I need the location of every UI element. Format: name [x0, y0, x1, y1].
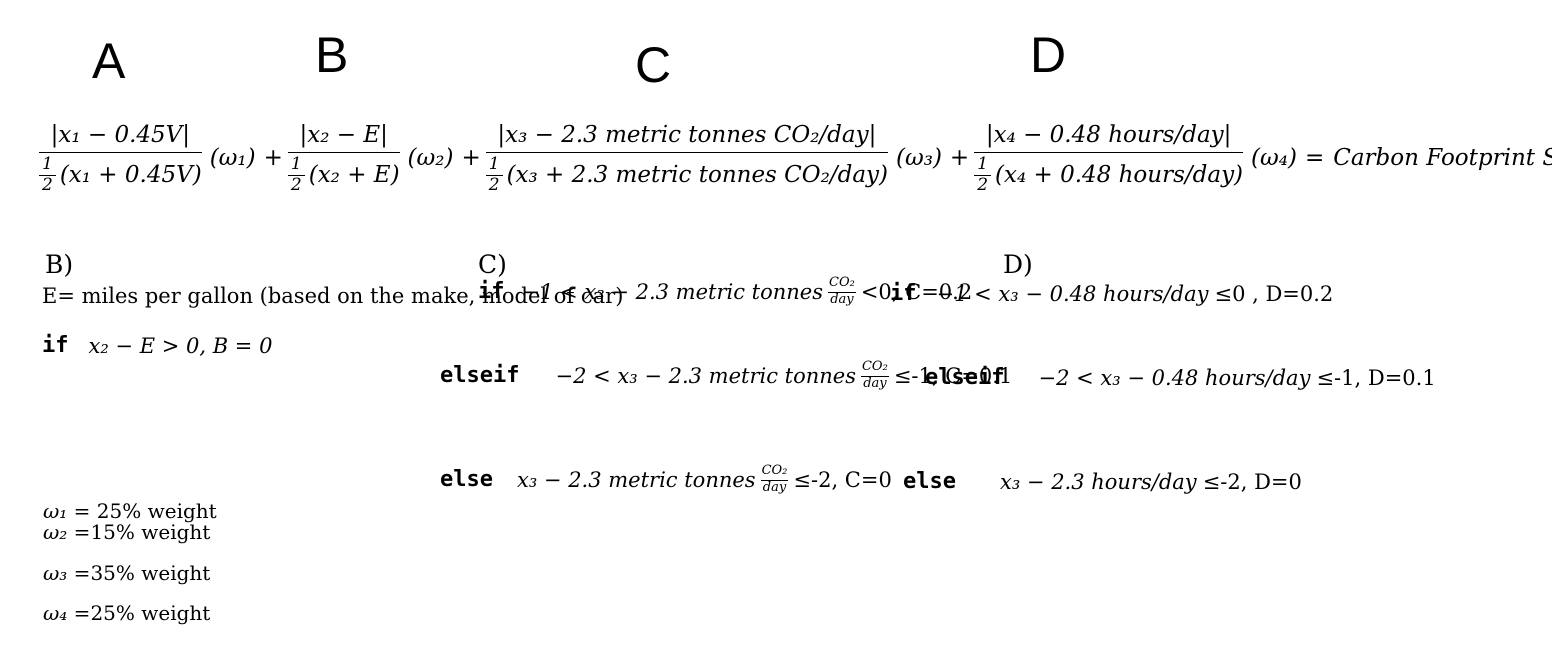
fraction-a-denominator-text: (x₁ + 0.45V) [59, 162, 202, 189]
column-label-b: B [315, 27, 349, 83]
c-else-line: else x₃ − 2.3 metric tonnes CO₂ day ≤-2,… [440, 463, 892, 496]
one-half-fraction: 1 2 [39, 155, 56, 195]
d-if-math: −1 < x₃ − 0.48 hours/day [936, 282, 1209, 306]
co2-per-day-fraction: CO₂ day [860, 359, 889, 392]
d-else-math: x₃ − 2.3 hours/day [999, 470, 1197, 494]
fraction-a-denominator: 1 2 (x₁ + 0.45V) [39, 152, 202, 195]
equation-result-label: Carbon Footprint Score [1333, 145, 1552, 172]
omega-1-weight-definition: ω₁ = 25% weight [43, 501, 217, 521]
half-numerator: 1 [974, 155, 992, 176]
if-keyword: if [42, 333, 69, 358]
elseif-keyword: elseif [440, 362, 520, 388]
c-if-math: −1 < x₃ − 2.3 metric tonnes [522, 279, 824, 304]
else-keyword: else [440, 466, 493, 492]
fraction-b-numerator: |x₂ − E| [299, 122, 388, 148]
one-half-fraction: 1 2 [287, 155, 305, 195]
column-label-c: C [635, 37, 672, 93]
plus-operator-1: + [263, 145, 283, 172]
omega-1-symbol: ω₁ [43, 499, 68, 523]
column-label-a: A [92, 33, 126, 89]
c-elseif-result: ≤-1, C=0.1 [893, 363, 1013, 388]
omega-2-text: =15% weight [67, 520, 211, 544]
equation-fraction-c: |x₃ − 2.3 metric tonnes CO₂/day| 1 2 (x₃… [485, 122, 888, 195]
omega-3-symbol: ω₃ [43, 561, 68, 585]
b-if-math: x₂ − E > 0, B = 0 [88, 334, 273, 358]
fraction-d-numerator: |x₄ − 0.48 hours/day| [985, 122, 1232, 148]
co2-per-day-fraction: CO₂ day [828, 275, 856, 308]
if-keyword: if [478, 278, 505, 304]
plus-operator-2: + [461, 145, 481, 172]
d-if-result: ≤0 , D=0.2 [1214, 282, 1334, 306]
omega-4-text: =25% weight [67, 601, 211, 625]
equation-fraction-b: |x₂ − E| 1 2 (x₂ + E) [287, 122, 400, 195]
d-if-line: if −1 < x₃ − 0.48 hours/day ≤0 , D=0.2 [890, 282, 1333, 306]
co2-label: CO₂ [828, 275, 856, 293]
fraction-d-denominator-text: (x₄ + 0.48 hours/day) [995, 162, 1244, 189]
plus-operator-3: + [949, 145, 970, 172]
section-d-label: D) [1003, 250, 1033, 279]
omega-2-weight-definition: ω₂ =15% weight [43, 522, 210, 542]
fraction-c-numerator: |x₃ − 2.3 metric tonnes CO₂/day| [497, 122, 877, 148]
b-if-line: if x₂ − E > 0, B = 0 [42, 334, 272, 358]
fraction-a-numerator: |x₁ − 0.45V| [50, 122, 191, 148]
fraction-b-denominator-text: (x₂ + E) [308, 162, 400, 189]
half-denominator: 2 [42, 174, 53, 195]
equation-fraction-d: |x₄ − 0.48 hours/day| 1 2 (x₄ + 0.48 hou… [974, 122, 1244, 195]
d-else-result: ≤-2, D=0 [1202, 470, 1302, 494]
half-numerator: 1 [485, 155, 503, 176]
one-half-fraction: 1 2 [485, 155, 503, 195]
e-definition-text: E= miles per gallon (based on the make, … [42, 284, 624, 308]
elseif-keyword: elseif [925, 365, 1005, 390]
omega-1-weight: (ω₁) [209, 145, 256, 172]
c-else-math: x₃ − 2.3 metric tonnes [516, 467, 756, 492]
co2-label: CO₂ [760, 463, 789, 481]
fraction-c-denominator: 1 2 (x₃ + 2.3 metric tonnes CO₂/day) [485, 152, 888, 195]
else-keyword: else [903, 469, 956, 494]
co2-label: CO₂ [860, 359, 889, 377]
section-c-label: C) [478, 250, 507, 279]
omega-4-weight: (ω₄) [1251, 145, 1297, 172]
co2-per-day-fraction: CO₂ day [760, 463, 789, 496]
fraction-c-denominator-text: (x₃ + 2.3 metric tonnes CO₂/day) [506, 162, 888, 189]
d-elseif-math: −2 < x₃ − 0.48 hours/day [1038, 366, 1311, 390]
half-denominator: 2 [977, 174, 989, 195]
c-else-result: ≤-2, C=0 [793, 467, 892, 492]
omega-2-weight: (ω₂) [407, 145, 454, 172]
d-elseif-line: elseif −2 < x₃ − 0.48 hours/day ≤-1, D=0… [925, 366, 1436, 390]
omega-2-symbol: ω₂ [43, 520, 68, 544]
half-denominator: 2 [290, 174, 302, 195]
half-numerator: 1 [287, 155, 305, 176]
omega-3-weight-definition: ω₃ =35% weight [43, 563, 210, 583]
c-if-result: <0, C=0.2 [860, 279, 973, 304]
omega-3-text: =35% weight [67, 561, 211, 585]
half-denominator: 2 [488, 174, 500, 195]
day-label: day [863, 375, 887, 391]
c-if-line: if −1 < x₃ − 2.3 metric tonnes CO₂ day <… [478, 275, 973, 308]
one-half-fraction: 1 2 [974, 155, 992, 195]
equation-fraction-a: |x₁ − 0.45V| 1 2 (x₁ + 0.45V) [39, 122, 202, 195]
omega-4-weight-definition: ω₄ =25% weight [43, 603, 210, 623]
omega-4-symbol: ω₄ [43, 601, 68, 625]
equals-operator: = [1304, 145, 1325, 172]
fraction-b-denominator: 1 2 (x₂ + E) [287, 152, 400, 195]
omega-3-weight: (ω₃) [896, 145, 942, 172]
omega-1-text: = 25% weight [67, 499, 217, 523]
carbon-footprint-equation: |x₁ − 0.45V| 1 2 (x₁ + 0.45V) (ω₁) + |x₂… [36, 122, 1552, 195]
c-elseif-line: elseif −2 < x₃ − 2.3 metric tonnes CO₂ d… [440, 359, 1013, 392]
day-label: day [830, 291, 854, 307]
column-label-d: D [1030, 27, 1067, 83]
section-b-label: B) [45, 250, 74, 279]
if-keyword: if [890, 281, 917, 306]
day-label: day [762, 479, 787, 495]
half-numerator: 1 [39, 155, 56, 176]
fraction-d-denominator: 1 2 (x₄ + 0.48 hours/day) [974, 152, 1244, 195]
d-elseif-result: ≤-1, D=0.1 [1316, 366, 1436, 390]
c-elseif-math: −2 < x₃ − 2.3 metric tonnes [555, 363, 856, 388]
d-else-line: else x₃ − 2.3 hours/day ≤-2, D=0 [903, 470, 1302, 494]
